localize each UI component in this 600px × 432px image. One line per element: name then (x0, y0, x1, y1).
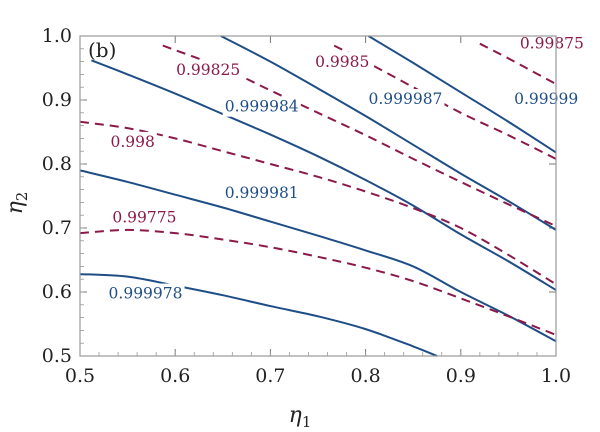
y-tick-label: 0.7 (42, 217, 72, 239)
contour-label: 0.999984 (225, 98, 299, 116)
contour-label: 0.999981 (225, 184, 299, 202)
y-axis-label: η2 (3, 192, 31, 215)
x-axis-label: η1 (289, 403, 312, 431)
dashed-contour-0-998 (79, 120, 557, 286)
ticks-layer: 0.5 0.6 0.7 0.8 0.9 1.0 0.5 0.6 0.7 0.8 0.9 1.0 (42, 25, 571, 387)
dashed-contour-0-99875 (479, 42, 557, 85)
solid-contour-0-999981 (79, 169, 557, 343)
x-tick-label: 0.6 (160, 365, 190, 387)
y-tick-label: 0.9 (42, 89, 72, 111)
series-layer (79, 35, 557, 357)
y-tick-label: 0.6 (42, 281, 72, 303)
x-axis-symbol: η (289, 403, 302, 428)
contour-label-background (110, 207, 179, 228)
contour-label: 0.998 (110, 133, 154, 151)
contour-label-background (313, 51, 372, 72)
contour-label: 0.99999 (514, 90, 578, 108)
contour-label: 0.99775 (112, 208, 176, 226)
y-tick-label: 0.5 (42, 345, 72, 367)
solid-contour-0-999984 (91, 59, 557, 291)
y-tick-label: 1.0 (42, 25, 72, 47)
x-tick-label: 1.0 (541, 365, 571, 387)
contour-label-background (222, 183, 301, 204)
x-tick-label: 0.8 (350, 365, 380, 387)
contour-label: 0.9985 (315, 53, 369, 71)
y-axis-subscript: 2 (13, 192, 31, 202)
svg-text:η2: η2 (3, 192, 31, 215)
contour-label-background (174, 60, 243, 81)
contour-label-background (222, 96, 301, 117)
y-tick-label: 0.8 (42, 153, 72, 175)
x-tick-label: 0.7 (255, 365, 285, 387)
contour-label-background (366, 89, 445, 109)
contour-label-background (512, 89, 581, 109)
solid-contour-0-999987 (220, 35, 557, 231)
contour-label-background (517, 33, 586, 54)
x-axis-subscript: 1 (302, 413, 312, 431)
contour-label: 0.99875 (520, 34, 584, 52)
svg-text:η1: η1 (289, 403, 312, 431)
y-axis-symbol: η (3, 201, 28, 214)
contour-label: 0.99825 (176, 61, 240, 79)
plot-frame (79, 35, 557, 357)
contour-label: 0.999978 (109, 285, 183, 303)
contour-label: 0.999987 (368, 90, 442, 108)
contour-label-background (106, 283, 185, 304)
contour-labels-layer: 0.999978 0.999981 0.999984 0.999987 0.99999 0… (106, 33, 586, 304)
solid-contour-0-99999 (367, 35, 557, 154)
panel-label: (b) (88, 38, 116, 62)
dashed-contour-0-99775 (79, 228, 557, 336)
x-tick-label: 0.9 (446, 365, 476, 387)
x-tick-label: 0.5 (65, 365, 95, 387)
dashed-contour-0-99825 (162, 44, 557, 227)
solid-contour-0-999978 (79, 273, 438, 357)
contour-label-background (108, 131, 157, 152)
